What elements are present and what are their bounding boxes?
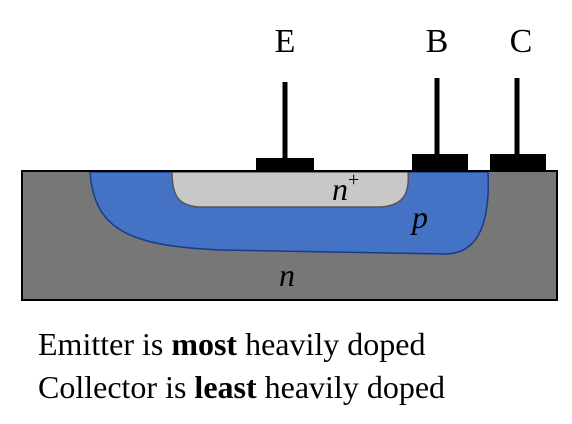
caption-line2-after: heavily doped [256,369,446,405]
caption-line2-before: Collector is [38,369,195,405]
caption-line1-after: heavily doped [237,326,426,362]
caption-line1-emphasis: most [171,326,238,362]
emitter-contact [256,158,314,171]
base-terminal-label: B [426,23,449,60]
caption-line1-before: Emitter is [38,326,172,362]
caption-line2-emphasis: least [194,369,257,405]
collector-region-label: n [279,257,295,293]
collector-terminal-label: C [510,23,533,60]
caption-line-collector: Collector is least heavily doped [38,371,445,403]
collector-contact [490,154,546,171]
emitter-terminal-label: E [275,23,296,60]
base-contact [412,154,468,171]
emitter-region-label-main: n [332,171,348,207]
emitter-region-label-sup: + [348,169,359,191]
emitter-nplus-region [171,171,410,208]
base-region-label: p [410,199,428,235]
caption-line-emitter: Emitter is most heavily doped [38,328,425,360]
emitter-region-label: n+ [332,169,359,207]
